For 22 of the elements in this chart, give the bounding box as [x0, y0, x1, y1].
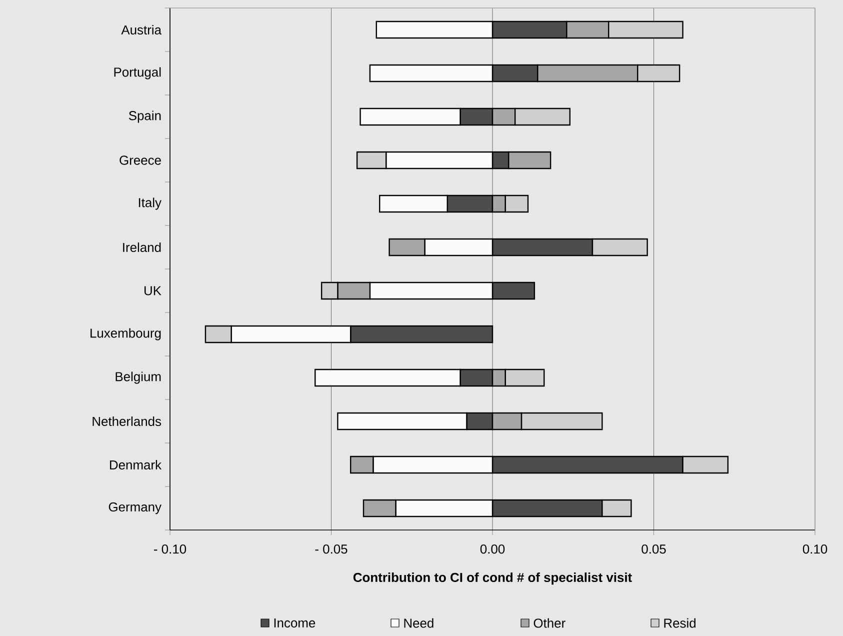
y-tick-label: Ireland: [123, 242, 161, 252]
legend-label: Need: [404, 618, 434, 628]
legend-label: Resid: [664, 618, 696, 628]
x-tick-label: 0.00: [480, 544, 505, 554]
y-tick-label: Denmark: [110, 460, 162, 470]
y-tick-label: Netherlands: [92, 416, 162, 426]
y-tick-label: UK: [144, 286, 162, 296]
y-tick-label: Spain: [128, 110, 161, 123]
x-tick-label: - 0.10: [154, 544, 186, 554]
x-axis-title: Contribution to CI of cond # of specialist visit: [353, 572, 632, 585]
y-tick-label: Germany: [108, 502, 162, 514]
legend-label: Other: [534, 618, 566, 628]
y-tick-label: Austria: [121, 24, 162, 35]
x-tick-label: 0.05: [642, 544, 666, 554]
legend-label: Income: [274, 618, 316, 628]
y-tick-label: Belgium: [116, 372, 161, 384]
y-tick-label: Portugal: [114, 67, 161, 80]
y-tick-label: Greece: [120, 156, 161, 165]
x-tick-label: 0.10: [802, 544, 828, 554]
x-tick-label: - 0.05: [315, 544, 348, 554]
y-tick-label: Italy: [138, 198, 162, 210]
y-tick-label: Luxembourg: [90, 328, 161, 340]
